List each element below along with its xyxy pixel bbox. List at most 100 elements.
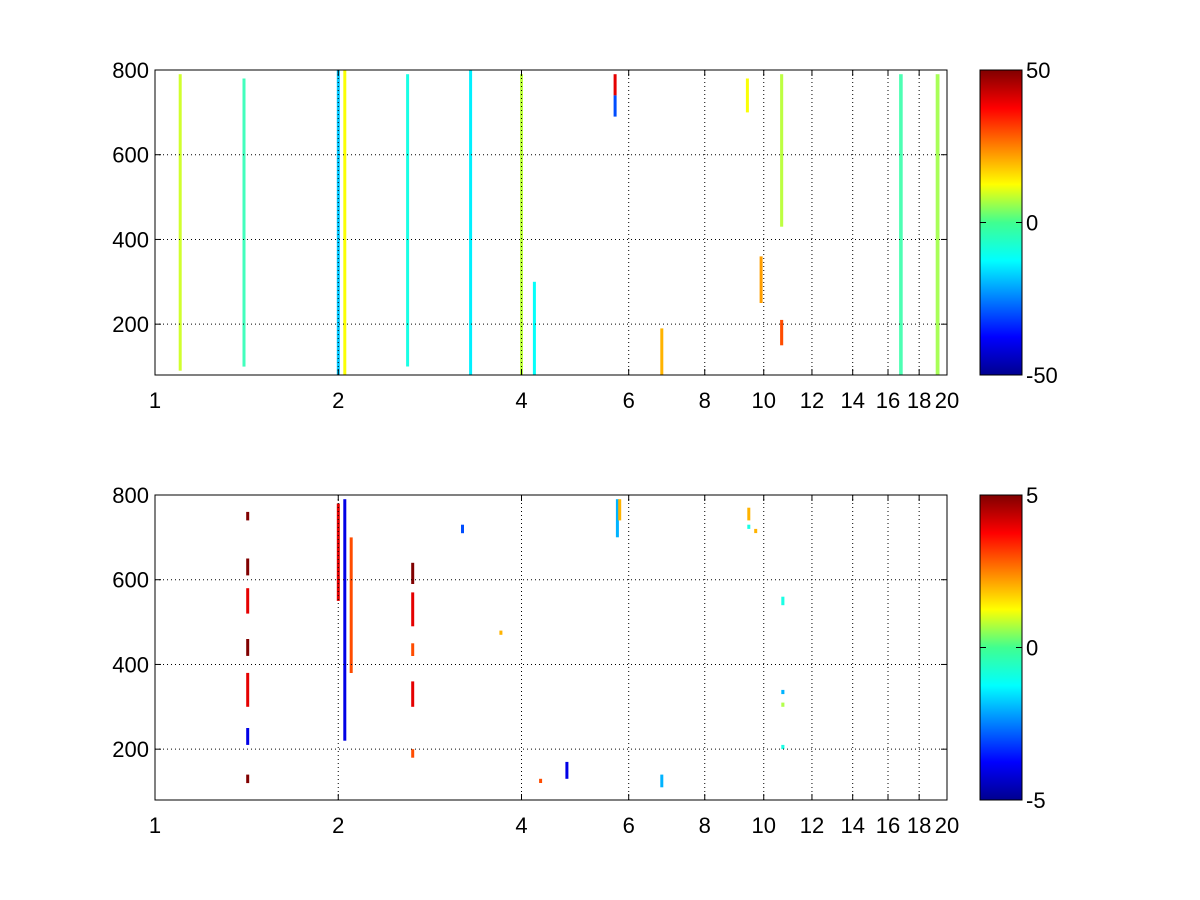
x-tick-label: 6 xyxy=(623,388,635,413)
x-tick-label: 18 xyxy=(907,388,931,413)
heatmap-cell xyxy=(411,562,415,584)
heatmap-cell xyxy=(246,672,250,707)
heatmap-cell xyxy=(660,328,664,375)
heatmap-cell xyxy=(747,507,751,521)
heatmap-cell xyxy=(406,74,410,367)
y-tick-label: 400 xyxy=(112,227,149,252)
y-tick-label: 600 xyxy=(112,568,149,593)
x-tick-label: 14 xyxy=(840,388,864,413)
y-tick-labels-top: 200 400 600 800 xyxy=(112,58,947,337)
y-tick-label: 800 xyxy=(112,58,149,83)
x-tick-label: 10 xyxy=(752,813,776,838)
x-tick-label: 4 xyxy=(515,388,527,413)
x-tick-label: 16 xyxy=(876,813,900,838)
heatmap-cell xyxy=(411,592,415,627)
heatmap-cell xyxy=(178,74,182,371)
x-tick-label: 2 xyxy=(332,388,344,413)
colorbar-tick-labels-top: 50 0 -50 xyxy=(980,58,1058,388)
x-tick-label: 16 xyxy=(876,388,900,413)
heatmap-cell xyxy=(754,528,758,534)
heatmap-cell xyxy=(613,95,617,117)
heatmap-cell xyxy=(246,639,250,656)
heatmap-cell xyxy=(935,74,940,375)
heatmap-cell xyxy=(343,70,347,375)
x-tick-label: 8 xyxy=(699,388,711,413)
heatmap-cell xyxy=(469,70,473,375)
heatmap-cell xyxy=(411,643,415,656)
heatmap-cell xyxy=(539,778,543,783)
heatmap-cell xyxy=(781,702,785,707)
heatmap-cell xyxy=(242,78,246,367)
heatmap-cell xyxy=(613,74,617,96)
heatmap-cell xyxy=(520,74,523,375)
heatmap-cell xyxy=(660,774,664,788)
y-tick-label: 200 xyxy=(112,737,149,762)
heatmap-cell xyxy=(780,319,784,346)
x-tick-labels-top: 1 2 4 6 8 10 12 14 16 18 20 xyxy=(149,70,959,413)
x-tick-label: 4 xyxy=(515,813,527,838)
heatmap-cell xyxy=(899,74,903,375)
colorbar-tick-label: 0 xyxy=(1026,636,1038,661)
x-tick-label: 18 xyxy=(907,813,931,838)
y-tick-label: 200 xyxy=(112,312,149,337)
plot-area-top xyxy=(155,70,947,375)
colorbar-gradient-top xyxy=(979,69,1023,376)
y-tick-label: 800 xyxy=(112,483,149,508)
heatmap-cell xyxy=(781,596,785,606)
heatmap-cell xyxy=(343,499,347,741)
heatmap-cell xyxy=(781,744,785,750)
heatmap-cell xyxy=(565,761,569,779)
x-tick-labels-bottom: 1 2 4 6 8 10 12 14 16 18 20 xyxy=(149,495,959,838)
x-tick-label: 1 xyxy=(149,388,161,413)
x-tick-label: 20 xyxy=(935,388,959,413)
x-tick-label: 10 xyxy=(752,388,776,413)
plot-area-bottom xyxy=(155,495,947,800)
grid-lines-bottom xyxy=(155,495,947,800)
colorbar-tick-label: 0 xyxy=(1026,211,1038,236)
x-tick-label: 12 xyxy=(800,813,824,838)
colorbar-tick-labels-bottom: 5 0 -5 xyxy=(980,483,1046,813)
heatmap-cell xyxy=(246,728,250,745)
heatmap-cell xyxy=(615,499,619,538)
heatmap-cell xyxy=(411,749,415,758)
x-tick-label: 2 xyxy=(332,813,344,838)
x-tick-label: 1 xyxy=(149,813,161,838)
plot-frame-top xyxy=(154,69,948,376)
y-tick-label: 400 xyxy=(112,652,149,677)
heatmap-cells-bottom xyxy=(246,499,785,788)
x-tick-label: 12 xyxy=(800,388,824,413)
heatmap-cell xyxy=(411,681,415,707)
colorbar-tick-label: -5 xyxy=(1026,788,1046,813)
grid-lines-top xyxy=(155,70,947,375)
colorbar-top: 50 0 -50 xyxy=(979,58,1058,388)
heatmap-cell xyxy=(461,524,464,534)
heatmap-cell xyxy=(336,503,340,601)
x-tick-label: 14 xyxy=(840,813,864,838)
heatmap-cell xyxy=(349,537,353,673)
x-tick-label: 6 xyxy=(623,813,635,838)
heatmap-cell xyxy=(747,524,751,529)
heatmap-cell xyxy=(618,499,622,521)
plot-frame-bottom xyxy=(154,494,948,801)
colorbar-tick-label: 50 xyxy=(1026,58,1050,83)
y-tick-label: 600 xyxy=(112,143,149,168)
y-tick-labels-bottom: 200 400 600 800 xyxy=(112,483,947,762)
colorbar-bottom: 5 0 -5 xyxy=(979,483,1046,813)
heatmap-cell xyxy=(780,74,784,227)
x-tick-label: 8 xyxy=(699,813,711,838)
colorbar-tick-label: -50 xyxy=(1026,363,1058,388)
heatmap-cell xyxy=(499,630,503,635)
heatmap-cell xyxy=(745,78,749,113)
heatmap-cell xyxy=(532,281,536,375)
heatmap-cell xyxy=(246,511,250,521)
heatmap-cell xyxy=(246,558,250,576)
x-tick-label: 20 xyxy=(935,813,959,838)
heatmap-cell xyxy=(759,256,763,303)
heatmap-cell xyxy=(781,689,785,695)
heatmap-cell xyxy=(246,588,250,614)
colorbar-gradient-bottom xyxy=(979,494,1023,801)
colorbar-tick-label: 5 xyxy=(1026,483,1038,508)
